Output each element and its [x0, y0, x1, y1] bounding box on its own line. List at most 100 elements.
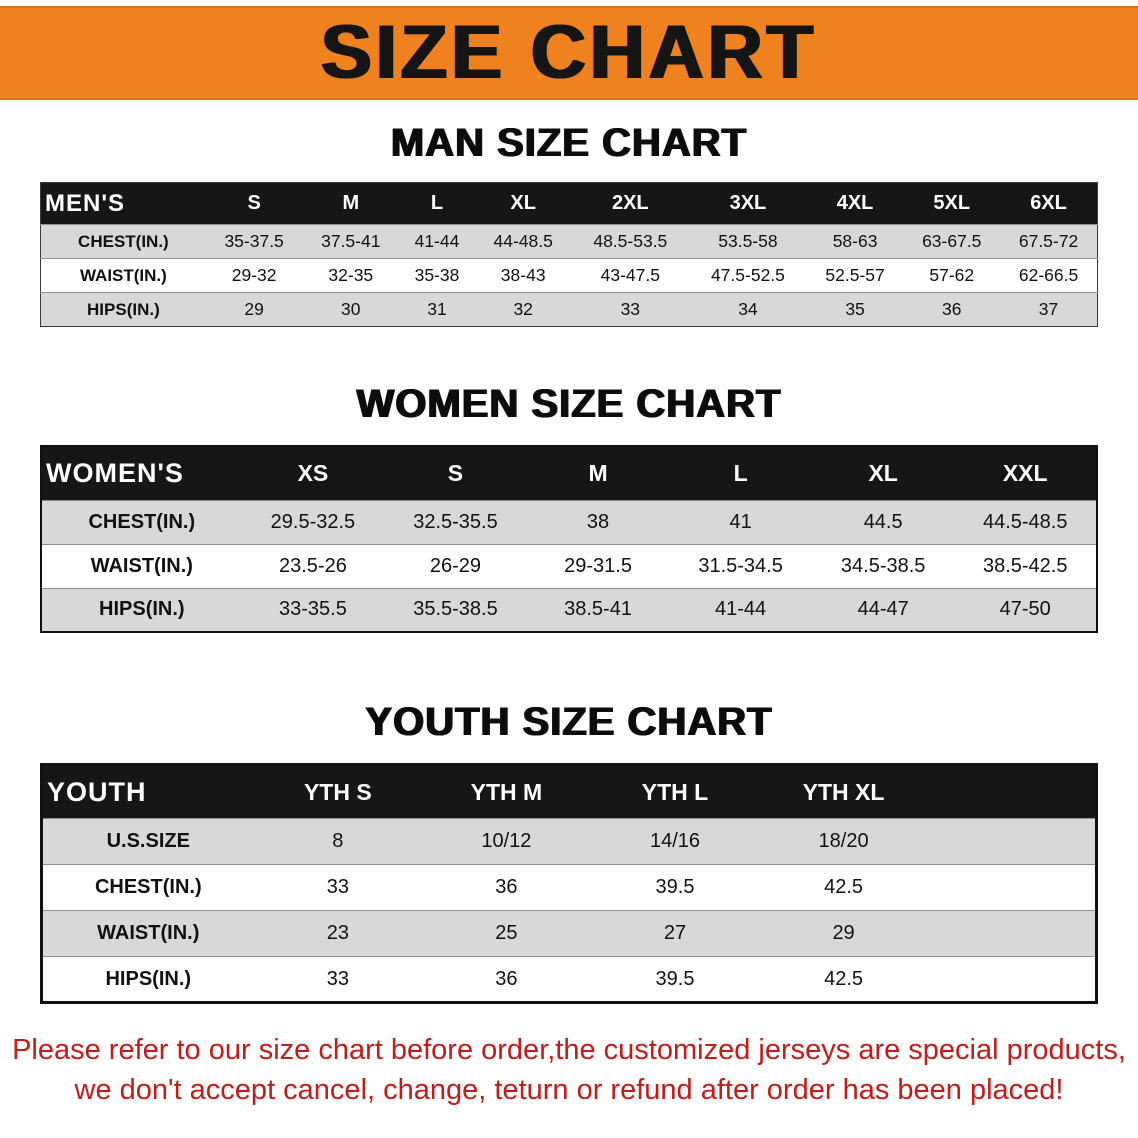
measurement-label: CHEST(IN.)	[41, 864, 254, 911]
men-size-table: MEN'S S M L XL 2XL 3XL 4XL 5XL 6XL CHEST(IN.) 35-37…	[40, 182, 1098, 327]
size-chart-banner: SIZE CHART	[0, 6, 1138, 100]
measurement-value: 10/12	[422, 818, 591, 865]
size-column-header: M	[526, 446, 670, 500]
women-size-table: WOMEN'S XS S M L XL XXL CHEST(IN.) 29.5-32.5 32.5…	[40, 445, 1098, 633]
size-column-header: L	[399, 182, 475, 225]
size-column-header: 6XL	[1000, 182, 1098, 225]
measurement-value: 38.5-41	[526, 587, 670, 632]
measurement-value: 37.5-41	[302, 224, 400, 259]
table-header-row: YOUTH YTH S YTH M YTH L YTH XL	[41, 764, 1097, 819]
measurement-value: 33-35.5	[241, 587, 385, 632]
measurement-value: 34.5-38.5	[811, 543, 955, 588]
measurement-value: 29	[759, 910, 928, 957]
measurement-label: WAIST(IN.)	[41, 910, 254, 957]
table-title-cell: MEN'S	[40, 182, 206, 225]
measurement-value: 35.5-38.5	[384, 587, 527, 632]
measurement-label: U.S.SIZE	[41, 818, 254, 865]
measurement-value: 43-47.5	[571, 258, 690, 293]
men-chart-heading: MAN SIZE CHART	[390, 121, 748, 165]
table-title-cell: YOUTH	[41, 764, 254, 819]
table-row: HIPS(IN.) 29 30 31 32 33 34 35 36 37	[40, 292, 1098, 327]
measurement-value: 35	[806, 292, 904, 327]
table-row: U.S.SIZE 8 10/12 14/16 18/20	[41, 818, 1097, 865]
size-column-header: YTH M	[422, 764, 591, 819]
measurement-value: 42.5	[759, 956, 928, 1003]
table-row: WAIST(IN.) 23.5-26 26-29 29-31.5 31.5-34.5 34…	[41, 543, 1097, 588]
measurement-value: 38.5-42.5	[954, 543, 1097, 588]
measurement-value: 35-37.5	[205, 224, 303, 259]
measurement-value: 23.5-26	[241, 543, 385, 588]
measurement-value: 39.5	[590, 956, 760, 1003]
measurement-value: 44.5-48.5	[954, 499, 1097, 544]
table-header-row: WOMEN'S XS S M L XL XXL	[41, 446, 1097, 500]
measurement-label: HIPS(IN.)	[41, 587, 242, 632]
measurement-value: 36	[422, 956, 591, 1003]
women-chart-heading: WOMEN SIZE CHART	[356, 382, 782, 426]
measurement-value: 33	[571, 292, 690, 327]
measurement-value: 35-38	[399, 258, 475, 293]
measurement-value: 41-44	[669, 587, 812, 632]
measurement-value: 63-67.5	[903, 224, 1001, 259]
table-row: HIPS(IN.) 33-35.5 35.5-38.5 38.5-41 41-44 44-…	[41, 587, 1097, 632]
measurement-value: 41	[669, 499, 812, 544]
youth-size-section: YOUTH SIZE CHART YOUTH YTH S YTH M YTH L YTH…	[0, 699, 1138, 1004]
measurement-label: WAIST(IN.)	[41, 543, 242, 588]
disclaimer-line-2: we don't accept cancel, change, teturn o…	[74, 1074, 1064, 1107]
measurement-label: CHEST(IN.)	[40, 224, 206, 259]
measurement-value: 38	[526, 499, 670, 544]
measurement-value: 57-62	[903, 258, 1001, 293]
table-row: CHEST(IN.) 29.5-32.5 32.5-35.5 38 41 44.5 44.5…	[41, 499, 1097, 544]
measurement-value: 47.5-52.5	[689, 258, 807, 293]
measurement-value: 62-66.5	[1000, 258, 1098, 293]
size-column-header: S	[384, 446, 527, 500]
measurement-value: 18/20	[759, 818, 928, 865]
youth-chart-heading: YOUTH SIZE CHART	[365, 700, 773, 744]
women-size-section: WOMEN SIZE CHART WOMEN'S XS S M L XL XXL CHEST(…	[0, 381, 1138, 633]
men-size-section: MAN SIZE CHART MEN'S S M L XL 2XL 3XL 4XL 5XL 6XL…	[0, 120, 1138, 327]
measurement-value: 29.5-32.5	[241, 499, 385, 544]
measurement-value: 37	[1000, 292, 1098, 327]
measurement-value: 31	[399, 292, 475, 327]
measurement-value: 27	[590, 910, 760, 957]
measurement-value: 67.5-72	[1000, 224, 1098, 259]
measurement-label: WAIST(IN.)	[40, 258, 206, 293]
measurement-value: 33	[253, 864, 423, 911]
measurement-value: 36	[422, 864, 591, 911]
spacer-cell	[927, 910, 1097, 957]
measurement-value: 33	[253, 956, 423, 1003]
measurement-value: 32-35	[302, 258, 400, 293]
disclaimer: Please refer to our size chart before or…	[0, 1030, 1138, 1110]
size-column-header: XL	[811, 446, 955, 500]
measurement-value: 44-48.5	[474, 224, 572, 259]
spacer-cell	[927, 956, 1097, 1003]
measurement-value: 23	[253, 910, 423, 957]
table-header-row: MEN'S S M L XL 2XL 3XL 4XL 5XL 6XL	[40, 182, 1098, 225]
measurement-value: 58-63	[806, 224, 904, 259]
size-column-header: 5XL	[903, 182, 1001, 225]
measurement-value: 29	[205, 292, 303, 327]
size-column-header: XL	[474, 182, 572, 225]
measurement-value: 25	[422, 910, 591, 957]
measurement-label: CHEST(IN.)	[41, 499, 242, 544]
measurement-value: 36	[903, 292, 1001, 327]
size-column-header: YTH XL	[759, 764, 928, 819]
measurement-value: 30	[302, 292, 400, 327]
size-column-header: XS	[241, 446, 385, 500]
size-column-header: 3XL	[689, 182, 807, 225]
size-column-header: 2XL	[571, 182, 690, 225]
spacer-cell	[927, 764, 1097, 819]
measurement-value: 14/16	[590, 818, 760, 865]
size-column-header: S	[205, 182, 303, 225]
measurement-value: 39.5	[590, 864, 760, 911]
measurement-value: 38-43	[474, 258, 572, 293]
size-column-header: XXL	[954, 446, 1097, 500]
measurement-value: 29-32	[205, 258, 303, 293]
measurement-value: 29-31.5	[526, 543, 670, 588]
banner-title: SIZE CHART	[321, 10, 817, 95]
measurement-value: 31.5-34.5	[669, 543, 812, 588]
measurement-value: 52.5-57	[806, 258, 904, 293]
youth-size-table: YOUTH YTH S YTH M YTH L YTH XL U.S.SIZE 8 10/12…	[40, 763, 1098, 1004]
size-column-header: YTH S	[253, 764, 423, 819]
size-column-header: 4XL	[806, 182, 904, 225]
spacer-cell	[927, 818, 1097, 865]
